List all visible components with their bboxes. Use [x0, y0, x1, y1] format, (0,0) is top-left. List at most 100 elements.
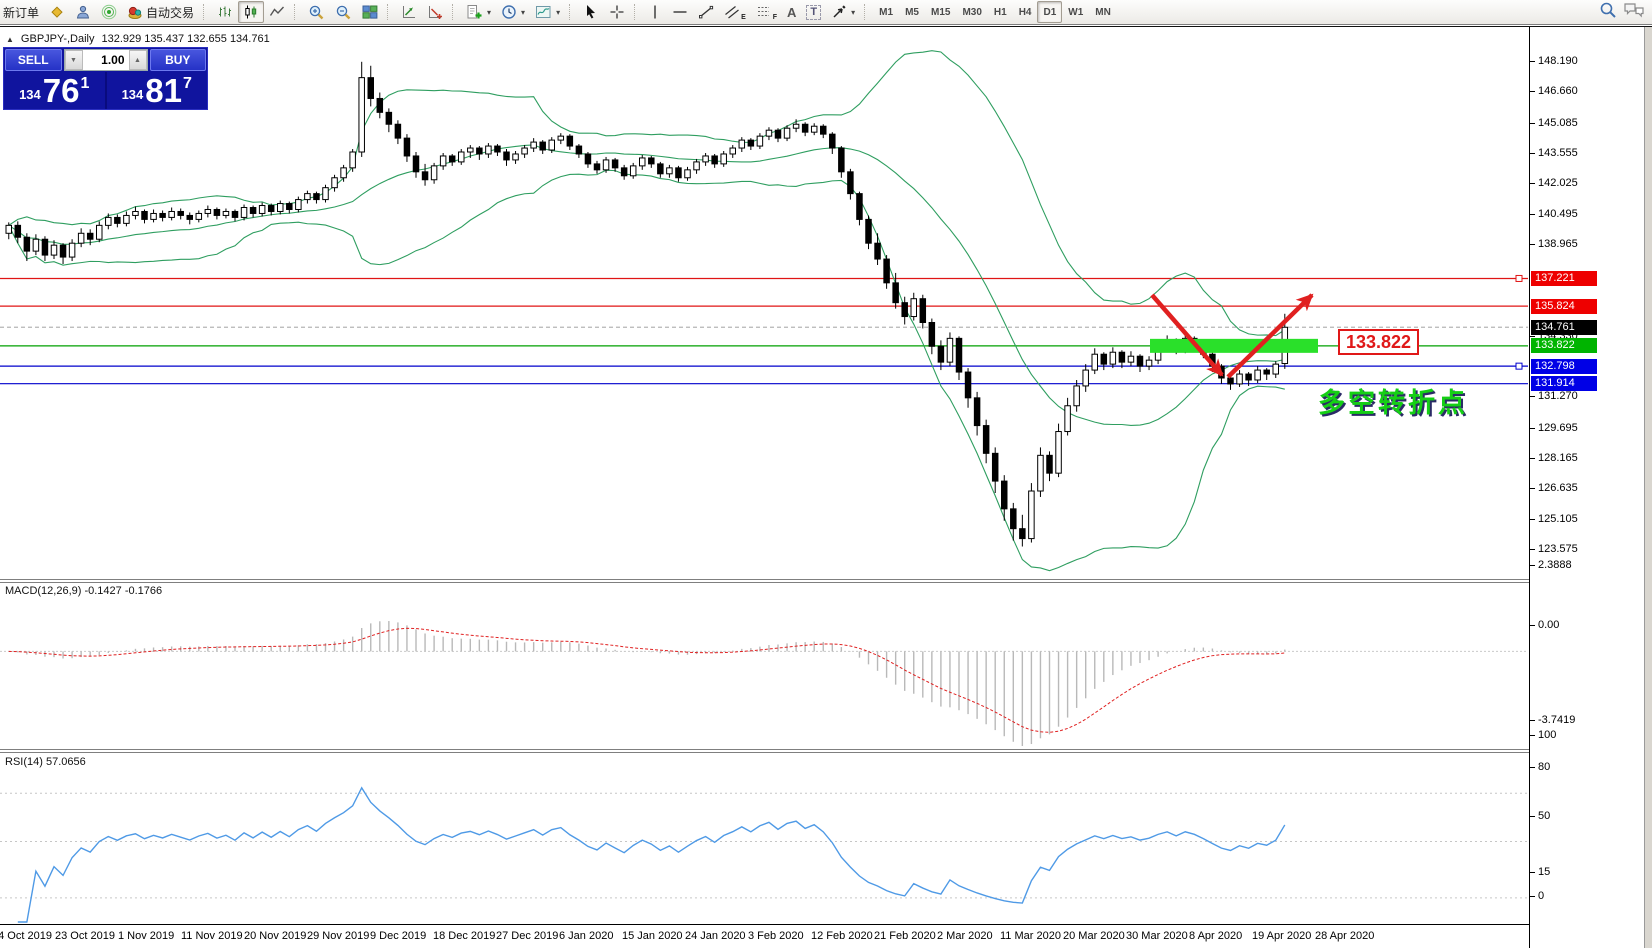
- price-tick-label: 131.270: [1538, 390, 1578, 403]
- price-tick-label: 125.105: [1538, 512, 1578, 525]
- diamond-icon-button[interactable]: [44, 1, 70, 23]
- text-tool-button[interactable]: A: [782, 1, 801, 23]
- panel-separator[interactable]: [0, 579, 1644, 583]
- price-tick: [1530, 243, 1535, 245]
- sell-button[interactable]: SELL: [5, 49, 62, 71]
- price-line-label: 132.798: [1531, 358, 1597, 374]
- rsi-tick: [1530, 896, 1535, 897]
- dropdown-caret-icon: ▾: [851, 7, 856, 17]
- toolbar-grip: [294, 4, 299, 20]
- signals-icon-button[interactable]: [96, 1, 122, 23]
- volume-input[interactable]: [82, 50, 129, 70]
- price-line-label: 131.914: [1531, 376, 1597, 392]
- label-tool-button[interactable]: T: [801, 1, 826, 23]
- rsi-axis-label: 0: [1538, 890, 1545, 902]
- search-icon[interactable]: [1599, 1, 1617, 24]
- cursor-icon: [583, 4, 599, 20]
- timeframe-h1[interactable]: H1: [993, 6, 1007, 18]
- volume-decrease-button[interactable]: ▼: [64, 50, 83, 70]
- price-tick: [1530, 335, 1535, 337]
- indicator-add-icon: [427, 4, 443, 20]
- price-axis[interactable]: 148.190 146.660 145.085 143.555 142.025 140.4…: [1529, 27, 1644, 948]
- zoom-out-button[interactable]: [330, 1, 357, 23]
- clock-icon: [501, 4, 517, 20]
- tile-windows-icon: [362, 4, 378, 20]
- volume-increase-button[interactable]: ▲: [128, 50, 147, 70]
- fibonacci-icon: [756, 4, 772, 20]
- new-order-button[interactable]: 新订单: [0, 1, 44, 23]
- price-tick-label: 128.165: [1538, 452, 1578, 464]
- price-tick-label: 138.965: [1538, 237, 1578, 250]
- price-tick: [1530, 183, 1535, 185]
- zoom-in-button[interactable]: [303, 1, 330, 23]
- toolbar-grip: [387, 4, 392, 20]
- date-label: 19 Apr 2020: [1252, 930, 1312, 942]
- rsi-panel-canvas[interactable]: [0, 753, 1529, 924]
- bid-price[interactable]: 134 76 1: [4, 72, 107, 109]
- template-button[interactable]: ▾: [530, 1, 565, 23]
- price-tick-label: 123.575: [1538, 543, 1578, 555]
- cursor-tool-button[interactable]: [578, 1, 604, 23]
- fibonacci-badge: F: [772, 14, 778, 21]
- text-tool-icon: A: [787, 4, 797, 20]
- panel-separator[interactable]: [0, 749, 1644, 753]
- trendline-tool-button[interactable]: [693, 1, 719, 23]
- dropdown-caret-icon: ▾: [521, 7, 526, 17]
- line-chart-icon: [269, 4, 285, 20]
- bar-chart-button[interactable]: [212, 1, 238, 23]
- toolbar-grip: [452, 4, 457, 20]
- indicator-window-add-button[interactable]: [422, 1, 448, 23]
- timeframe-m1[interactable]: M1: [879, 6, 894, 18]
- symbol-marker-icon: ▲: [6, 34, 14, 44]
- periods-clock-button[interactable]: ▾: [496, 1, 530, 23]
- vertical-line-icon: [648, 4, 662, 20]
- profile-icon-button[interactable]: [70, 1, 96, 23]
- timeframe-mn[interactable]: MN: [1095, 6, 1111, 18]
- timeframe-d1[interactable]: D1: [1037, 1, 1063, 23]
- timeframe-m5[interactable]: M5: [905, 6, 919, 18]
- line-chart-button[interactable]: [264, 1, 290, 23]
- price-line-label: 135.824: [1531, 298, 1597, 314]
- date-label: 11 Nov 2019: [181, 930, 243, 942]
- price-tick: [1530, 91, 1535, 93]
- arrows-tool-button[interactable]: ▾: [826, 1, 860, 23]
- candlestick-chart-button[interactable]: [238, 1, 265, 23]
- channel-tool-button[interactable]: E: [719, 1, 751, 23]
- price-tick-label: 146.660: [1538, 85, 1578, 98]
- macd-label: MACD(12,26,9) -0.1427 -0.1766: [5, 585, 163, 597]
- indicator-window-up-button[interactable]: [396, 1, 422, 23]
- chart-title: ▲ GBPJPY-,Daily 132.929 135.437 132.655 …: [6, 33, 270, 45]
- timeframe-m15[interactable]: M15: [930, 6, 951, 18]
- date-label: 20 Nov 2019: [244, 930, 307, 942]
- timeframe-w1[interactable]: W1: [1068, 6, 1084, 18]
- community-chat-icon[interactable]: [1623, 1, 1645, 24]
- rsi-tick: [1530, 735, 1535, 736]
- timeframe-h4[interactable]: H4: [1018, 6, 1032, 18]
- tile-windows-button[interactable]: [357, 1, 383, 23]
- date-label: 2 Mar 2020: [937, 930, 993, 942]
- crosshair-tool-button[interactable]: [604, 1, 630, 23]
- fibonacci-tool-button[interactable]: F: [751, 1, 782, 23]
- rsi-axis-label: 80: [1538, 761, 1551, 774]
- date-label: 3 Feb 2020: [748, 930, 804, 942]
- add-indicator-button[interactable]: ▾: [461, 1, 496, 23]
- level-price-label[interactable]: 133.822: [1338, 329, 1420, 355]
- macd-panel-canvas[interactable]: [0, 583, 1529, 749]
- zoom-in-icon: [308, 4, 325, 21]
- date-label: 21 Feb 2020: [874, 930, 936, 942]
- rsi-axis-label: 100: [1538, 729, 1557, 741]
- ask-price[interactable]: 134 81 7: [107, 72, 208, 109]
- price-tick-label: 148.190: [1538, 55, 1578, 67]
- ask-big-digits: 81: [145, 72, 182, 109]
- date-label: 24 Jan 2020: [685, 930, 746, 942]
- price-chart-canvas[interactable]: [0, 27, 1529, 579]
- horizontal-line-tool-button[interactable]: [667, 1, 693, 23]
- autotrading-button[interactable]: 自动交易: [122, 1, 199, 23]
- toolbar-grip: [864, 4, 869, 20]
- timeframe-m30[interactable]: M30: [962, 6, 982, 18]
- price-tick: [1530, 152, 1535, 154]
- vertical-line-tool-button[interactable]: [643, 1, 667, 23]
- price-line-label: 133.822: [1531, 338, 1597, 354]
- buy-button[interactable]: BUY: [149, 49, 206, 71]
